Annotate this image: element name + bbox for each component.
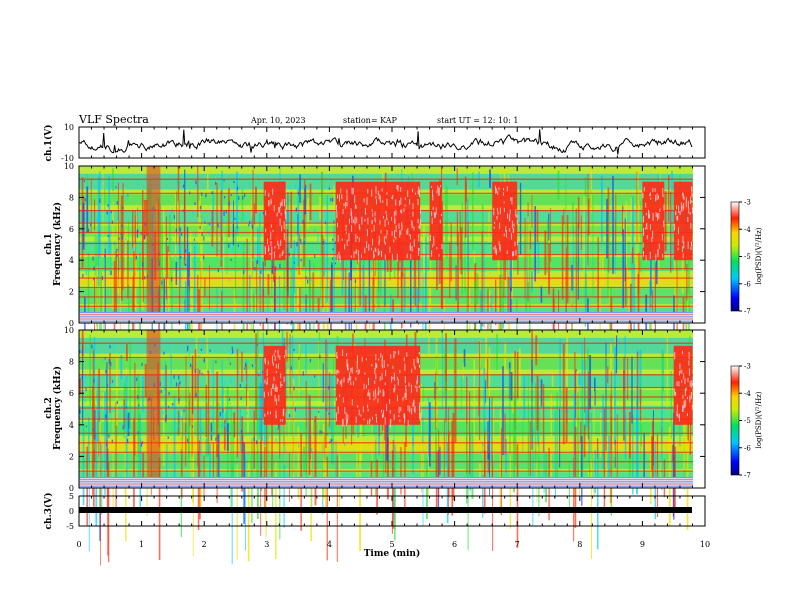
ch1-colorbar-label: log(PSD)(V²/Hz) <box>755 227 763 284</box>
ch3-ytick-label: 0 <box>69 507 74 516</box>
x-tick-label: 9 <box>640 540 645 549</box>
ch1-ytick-label: 10 <box>64 123 74 132</box>
ch3-waveform-panel: 5 0 -5 ch.3(V) <box>43 492 706 531</box>
colorbar-tick-label: -5 <box>744 417 751 425</box>
ch2-spectrogram-ylabel: Frequency (kHz) <box>52 366 63 450</box>
ch2-spectrogram-ylabel-channel: ch.2 <box>44 397 54 418</box>
colorbar-tick-label: -6 <box>744 280 751 288</box>
station-label: station= KAP <box>343 116 398 125</box>
x-tick-label: 3 <box>264 540 269 549</box>
y-tick-label: 8 <box>69 358 74 367</box>
x-tick-label: 6 <box>452 540 457 549</box>
ch1-ytick-label: -10 <box>61 154 74 163</box>
ch3-ytick-label: -5 <box>66 522 74 531</box>
colorbar-tick-label: -7 <box>744 472 751 480</box>
start-time-label: start UT = 12: 10: 1 <box>437 116 518 125</box>
x-tick-label: 2 <box>202 540 207 549</box>
y-tick-label: 6 <box>69 225 74 234</box>
ch1-waveform-line <box>78 129 693 155</box>
y-tick-label: 4 <box>69 421 74 430</box>
ch1-colorbar <box>730 201 740 312</box>
ch1-waveform-panel: 10 -10 ch.1(V) <box>43 123 706 163</box>
ch3-waveform-band <box>79 507 692 513</box>
x-tick-label: 8 <box>577 540 582 549</box>
x-tick-label: 10 <box>700 540 710 549</box>
ch3-waveform-ylabel: ch.3(V) <box>43 493 54 530</box>
colorbar-tick-label: -3 <box>744 363 751 371</box>
y-tick-label: 2 <box>69 288 74 297</box>
y-tick-label: 10 <box>64 326 74 335</box>
ch1-spectrogram-image <box>79 166 693 406</box>
x-tick-label: 0 <box>76 540 81 549</box>
x-tick-label: 4 <box>327 540 332 549</box>
ch2-colorbar <box>730 365 740 476</box>
y-tick-label: 10 <box>64 162 74 171</box>
y-tick-label: 2 <box>69 452 74 461</box>
figure-title: VLF Spectra <box>78 113 149 126</box>
ch3-ytick-label: 5 <box>69 492 74 501</box>
x-axis-ticks <box>78 127 706 526</box>
x-tick-label: 1 <box>139 540 144 549</box>
colorbar-tick-label: -6 <box>744 444 751 452</box>
colorbar-tick-label: -7 <box>744 308 751 316</box>
y-tick-label: 0 <box>69 484 74 493</box>
x-axis-tick-labels: 0 1 2 3 4 5 6 7 8 9 10 <box>76 540 710 549</box>
ch1-waveform-ylabel: ch.1(V) <box>43 125 54 162</box>
x-axis-label: Time (min) <box>364 548 421 559</box>
y-tick-label: 6 <box>69 389 74 398</box>
y-tick-label: 8 <box>69 193 74 202</box>
colorbar-tick-label: -3 <box>744 199 751 207</box>
x-tick-label: 5 <box>389 540 394 549</box>
colorbar-tick-label: -4 <box>744 390 751 398</box>
y-tick-label: 0 <box>69 319 74 328</box>
ch1-spectrogram-ylabel-channel: ch.1 <box>44 233 54 254</box>
ch2-colorbar-label: log(PSD)(V²/Hz) <box>755 391 763 448</box>
ch1-spectrogram-ylabel: Frequency (kHz) <box>52 202 63 286</box>
colorbar-tick-label: -4 <box>744 226 751 234</box>
x-tick-label: 7 <box>515 540 520 549</box>
date-label: Apr. 10, 2023 <box>250 116 306 125</box>
y-tick-label: 4 <box>69 256 74 265</box>
colorbar-tick-label: -5 <box>744 253 751 261</box>
ch2-spectrogram-image <box>79 330 693 566</box>
